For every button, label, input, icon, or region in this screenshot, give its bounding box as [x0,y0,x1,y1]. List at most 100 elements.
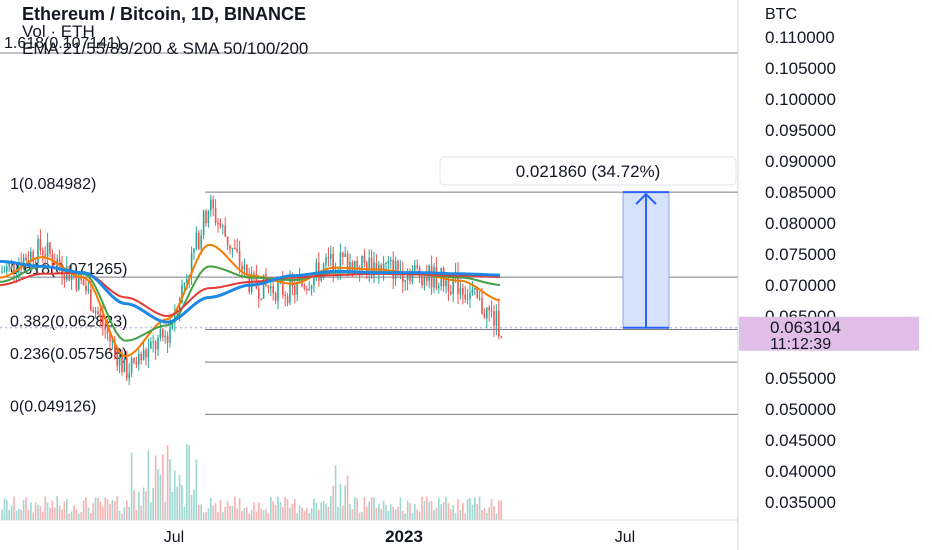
candle-body [486,307,488,319]
candle-body [54,264,56,266]
volume-bar [356,498,358,520]
volume-bar [327,506,330,520]
candle-body [109,333,111,342]
volume-bar [397,506,399,520]
candle-body [90,289,92,311]
volume-bar [114,501,116,520]
candle-body [423,275,426,286]
current-price-badge [739,316,919,351]
candle-body [70,273,73,281]
volume-bar [106,499,109,520]
volume-bar [202,512,205,520]
price-tick-label: 0.070000 [765,276,836,295]
volume-bar [500,500,502,520]
candle-body [342,252,344,258]
volume-bar [486,513,488,520]
volume-bar [368,501,370,520]
volume-bar [75,508,78,520]
candle-body [282,279,284,295]
volume-bar [402,510,404,520]
volume-bar [394,509,397,520]
volume-bar [171,491,174,520]
moving-average-legend: EMA 21/55/89/200 & SMA 50/100/200 [22,39,309,58]
volume-bar [22,500,25,520]
candle-body [128,373,130,379]
current-price-value: 0.063104 [770,318,841,337]
time-axis[interactable]: Jul 2023 Jul [0,519,738,546]
volume-bar [392,506,394,520]
volume-bar [118,510,121,520]
candle-body [202,210,205,236]
volume-bar [205,511,207,520]
candle-body [394,261,397,279]
price-tick-label: 0.035000 [765,493,836,512]
candle-body [291,278,294,287]
volume-bar [111,499,114,520]
volume-bar [279,501,282,520]
candle-body [164,335,166,337]
volume-bar [471,504,474,520]
candle-body [356,260,358,268]
volume-bar [166,444,169,520]
volume-bar [416,509,418,520]
volume-bar [332,485,334,520]
candle-body [157,337,159,350]
volume-bar [390,504,392,520]
volume-legend: Vol · ETH [22,22,95,41]
volume-bar [474,497,476,520]
candle-body [392,260,394,279]
candle-body [426,275,428,281]
volume-bar [8,509,10,520]
volume-bar [366,506,368,520]
volume-bars [1,444,502,520]
volume-bar [102,506,104,520]
volume-bar [200,504,202,520]
candle-body [32,251,34,262]
volume-bar [253,502,255,520]
measure-label-box [439,156,737,186]
candle-body [51,253,54,265]
candle-body [193,248,195,253]
volume-bar [73,505,75,520]
volume-bar [291,503,294,520]
candle-body [94,311,97,313]
volume-bar [138,491,140,520]
volume-bar [90,512,92,520]
volume-bar [358,512,361,520]
candle-body [385,263,387,265]
candle-body [210,199,212,212]
volume-bar [63,501,66,520]
volume-bar [224,506,226,520]
volume-bar [330,496,332,520]
candle-body [224,225,226,237]
volume-bar [80,512,82,520]
volume-bar [234,496,236,520]
volume-bar [162,454,164,520]
candle-body [181,284,183,303]
volume-bar [382,500,385,520]
candle-body [327,257,330,259]
candle-body [186,278,188,283]
candle-body [322,264,325,271]
volume-bar [255,511,258,520]
candle-body [6,266,8,272]
candle-body [368,257,370,274]
candle-body [142,350,145,361]
volume-bar [147,450,150,520]
volume-bar [68,513,70,520]
volume-bar [298,505,301,520]
candle-body [498,310,500,337]
volume-bar [308,512,310,520]
volume-bar [464,513,466,520]
candle-body [169,327,171,343]
candle-body [471,289,474,294]
volume-bar [342,505,344,520]
volume-bar [222,512,224,520]
price-axis[interactable]: BTC 0.110000 0.105000 0.100000 0.095000 0.090… [737,0,919,550]
volume-bar [135,509,138,520]
candle-body [402,270,404,282]
volume-bar [476,503,478,520]
volume-bar [236,508,238,520]
candle-body [190,252,193,275]
